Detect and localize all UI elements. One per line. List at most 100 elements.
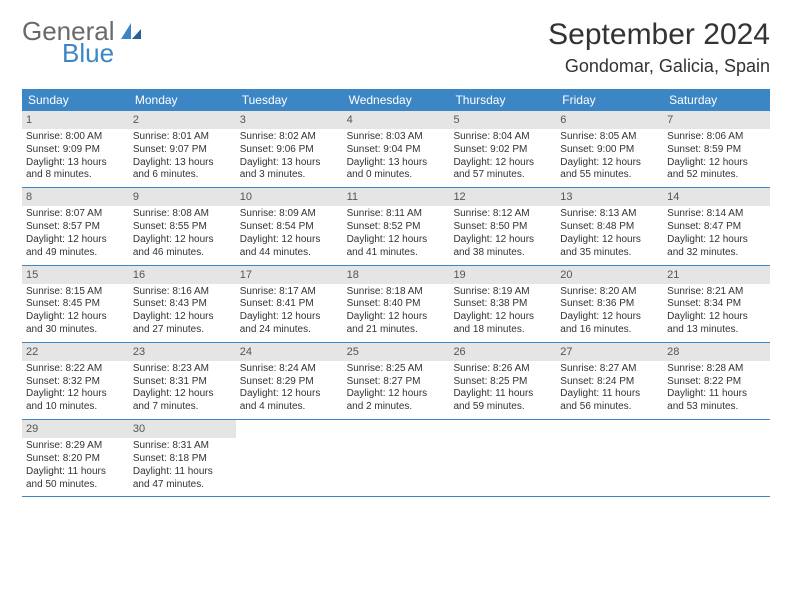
day-number: 11 [343,188,450,206]
weekday-header: Sunday [22,89,129,111]
sunrise-line: Sunrise: 8:20 AM [560,286,659,299]
daylight-line: Daylight: 12 hours and 21 minutes. [347,311,446,337]
day-cell: 13Sunrise: 8:13 AMSunset: 8:48 PMDayligh… [556,188,663,264]
sunset-line: Sunset: 8:41 PM [240,298,339,311]
day-cell: 14Sunrise: 8:14 AMSunset: 8:47 PMDayligh… [663,188,770,264]
sunrise-line: Sunrise: 8:18 AM [347,286,446,299]
day-number: 24 [236,343,343,361]
sunset-line: Sunset: 8:34 PM [667,298,766,311]
day-cell [663,420,770,496]
daylight-line: Daylight: 12 hours and 24 minutes. [240,311,339,337]
day-cell: 12Sunrise: 8:12 AMSunset: 8:50 PMDayligh… [449,188,556,264]
day-cell: 17Sunrise: 8:17 AMSunset: 8:41 PMDayligh… [236,266,343,342]
day-cell [343,420,450,496]
daylight-line: Daylight: 12 hours and 32 minutes. [667,234,766,260]
sunrise-line: Sunrise: 8:25 AM [347,363,446,376]
sunrise-line: Sunrise: 8:07 AM [26,208,125,221]
day-number: 13 [556,188,663,206]
day-number: 18 [343,266,450,284]
day-number: 6 [556,111,663,129]
daylight-line: Daylight: 12 hours and 18 minutes. [453,311,552,337]
daylight-line: Daylight: 11 hours and 59 minutes. [453,388,552,414]
sunrise-line: Sunrise: 8:06 AM [667,131,766,144]
daylight-line: Daylight: 12 hours and 27 minutes. [133,311,232,337]
sunrise-line: Sunrise: 8:08 AM [133,208,232,221]
sunset-line: Sunset: 8:24 PM [560,376,659,389]
day-cell [236,420,343,496]
sunrise-line: Sunrise: 8:16 AM [133,286,232,299]
logo: General Blue [22,18,143,66]
sunrise-line: Sunrise: 8:09 AM [240,208,339,221]
day-cell: 8 Sunrise: 8:07 AMSunset: 8:57 PMDaylight… [22,188,129,264]
day-number: 25 [343,343,450,361]
daylight-line: Daylight: 12 hours and 35 minutes. [560,234,659,260]
sunset-line: Sunset: 8:38 PM [453,298,552,311]
day-cell: 20Sunrise: 8:20 AMSunset: 8:36 PMDayligh… [556,266,663,342]
daylight-line: Daylight: 12 hours and 57 minutes. [453,157,552,183]
daylight-line: Daylight: 12 hours and 52 minutes. [667,157,766,183]
day-number: 7 [663,111,770,129]
sunset-line: Sunset: 8:57 PM [26,221,125,234]
daylight-line: Daylight: 13 hours and 0 minutes. [347,157,446,183]
day-number: 3 [236,111,343,129]
sunset-line: Sunset: 9:02 PM [453,144,552,157]
weekday-header: Wednesday [343,89,450,111]
sunrise-line: Sunrise: 8:12 AM [453,208,552,221]
page-header: General Blue September 2024 Gondomar, Ga… [22,18,770,77]
day-cell: 6Sunrise: 8:05 AMSunset: 9:00 PMDaylight… [556,111,663,187]
sunrise-line: Sunrise: 8:22 AM [26,363,125,376]
sunset-line: Sunset: 8:45 PM [26,298,125,311]
logo-sail-icon [119,21,143,41]
sunrise-line: Sunrise: 8:04 AM [453,131,552,144]
daylight-line: Daylight: 12 hours and 44 minutes. [240,234,339,260]
sunrise-line: Sunrise: 8:24 AM [240,363,339,376]
daylight-line: Daylight: 12 hours and 49 minutes. [26,234,125,260]
sunrise-line: Sunrise: 8:11 AM [347,208,446,221]
day-cell: 1Sunrise: 8:00 AMSunset: 9:09 PMDaylight… [22,111,129,187]
daylight-line: Daylight: 12 hours and 2 minutes. [347,388,446,414]
sunrise-line: Sunrise: 8:26 AM [453,363,552,376]
sunrise-line: Sunrise: 8:23 AM [133,363,232,376]
sunrise-line: Sunrise: 8:14 AM [667,208,766,221]
day-cell: 23 Sunrise: 8:23 AMSunset: 8:31 PMDayligh… [129,343,236,419]
sunset-line: Sunset: 8:36 PM [560,298,659,311]
day-cell: 21Sunrise: 8:21 AMSunset: 8:34 PMDayligh… [663,266,770,342]
daylight-line: Daylight: 12 hours and 7 minutes. [133,388,232,414]
day-cell [556,420,663,496]
sunrise-line: Sunrise: 8:02 AM [240,131,339,144]
day-number: 5 [449,111,556,129]
daylight-line: Daylight: 12 hours and 41 minutes. [347,234,446,260]
day-number: 17 [236,266,343,284]
weekday-header: Monday [129,89,236,111]
week-row: 8Sunrise: 8:07 AMSunset: 8:57 PMDaylight… [22,188,770,265]
weekday-header: Friday [556,89,663,111]
sunset-line: Sunset: 8:27 PM [347,376,446,389]
day-number: 16 [129,266,236,284]
day-number: 2 [129,111,236,129]
day-cell: 22Sunrise: 8:22 AMSunset: 8:32 PMDayligh… [22,343,129,419]
day-number: 30 [129,420,236,438]
day-cell: 16Sunrise: 8:16 AMSunset: 8:43 PMDayligh… [129,266,236,342]
daylight-line: Daylight: 12 hours and 38 minutes. [453,234,552,260]
sunset-line: Sunset: 8:47 PM [667,221,766,234]
day-cell [449,420,556,496]
day-number: 10 [236,188,343,206]
sunset-line: Sunset: 8:31 PM [133,376,232,389]
day-cell: 19Sunrise: 8:19 AMSunset: 8:38 PMDayligh… [449,266,556,342]
day-number: 8 [22,188,129,206]
day-cell: 11Sunrise: 8:11 AMSunset: 8:52 PMDayligh… [343,188,450,264]
title-block: September 2024 Gondomar, Galicia, Spain [548,18,770,77]
day-cell: 3Sunrise: 8:02 AMSunset: 9:06 PMDaylight… [236,111,343,187]
daylight-line: Daylight: 12 hours and 4 minutes. [240,388,339,414]
day-number: 23 [129,343,236,361]
day-number: 1 [22,111,129,129]
daylight-line: Daylight: 12 hours and 10 minutes. [26,388,125,414]
day-cell: 4Sunrise: 8:03 AMSunset: 9:04 PMDaylight… [343,111,450,187]
sunset-line: Sunset: 9:04 PM [347,144,446,157]
day-cell: 27Sunrise: 8:27 AMSunset: 8:24 PMDayligh… [556,343,663,419]
sunrise-line: Sunrise: 8:15 AM [26,286,125,299]
calendar-grid: SundayMondayTuesdayWednesdayThursdayFrid… [22,89,770,497]
day-number: 27 [556,343,663,361]
week-row: 15Sunrise: 8:15 AMSunset: 8:45 PMDayligh… [22,266,770,343]
sunrise-line: Sunrise: 8:27 AM [560,363,659,376]
